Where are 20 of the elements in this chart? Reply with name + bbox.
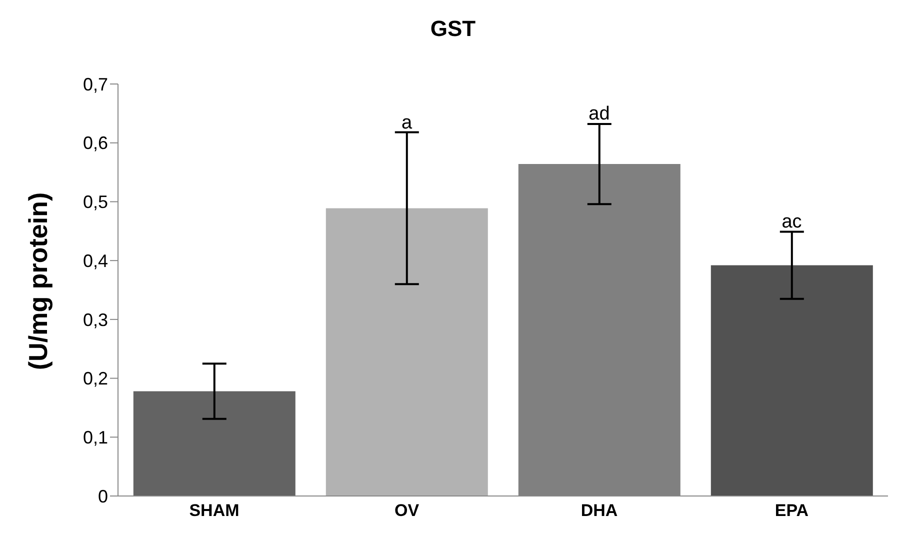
x-tick-label: SHAM	[189, 501, 240, 520]
y-tick-label: 0,5	[82, 192, 108, 212]
x-tick-label: DHA	[580, 501, 618, 520]
annotation: a	[401, 112, 412, 134]
x-tick-label: OV	[394, 501, 420, 520]
y-tick-label: 0,4	[82, 250, 108, 271]
y-axis-title: (U/mg protein)	[23, 192, 54, 370]
y-tick-label: 0,2	[82, 368, 108, 389]
bar	[326, 208, 488, 496]
chart-title: GST	[429, 16, 477, 42]
bar	[133, 391, 296, 496]
y-tick-label: 0,6	[82, 133, 108, 154]
y-tick-label: 0,3	[82, 310, 108, 330]
y-tick-label: 0,1	[82, 428, 108, 448]
y-tick-label: 0,7	[82, 74, 108, 94]
y-tick-label: 0	[98, 486, 108, 506]
x-tick-label: EPA	[774, 501, 809, 520]
annotation: ad	[588, 103, 610, 124]
bar	[710, 265, 873, 496]
annotation: ac	[782, 212, 802, 233]
